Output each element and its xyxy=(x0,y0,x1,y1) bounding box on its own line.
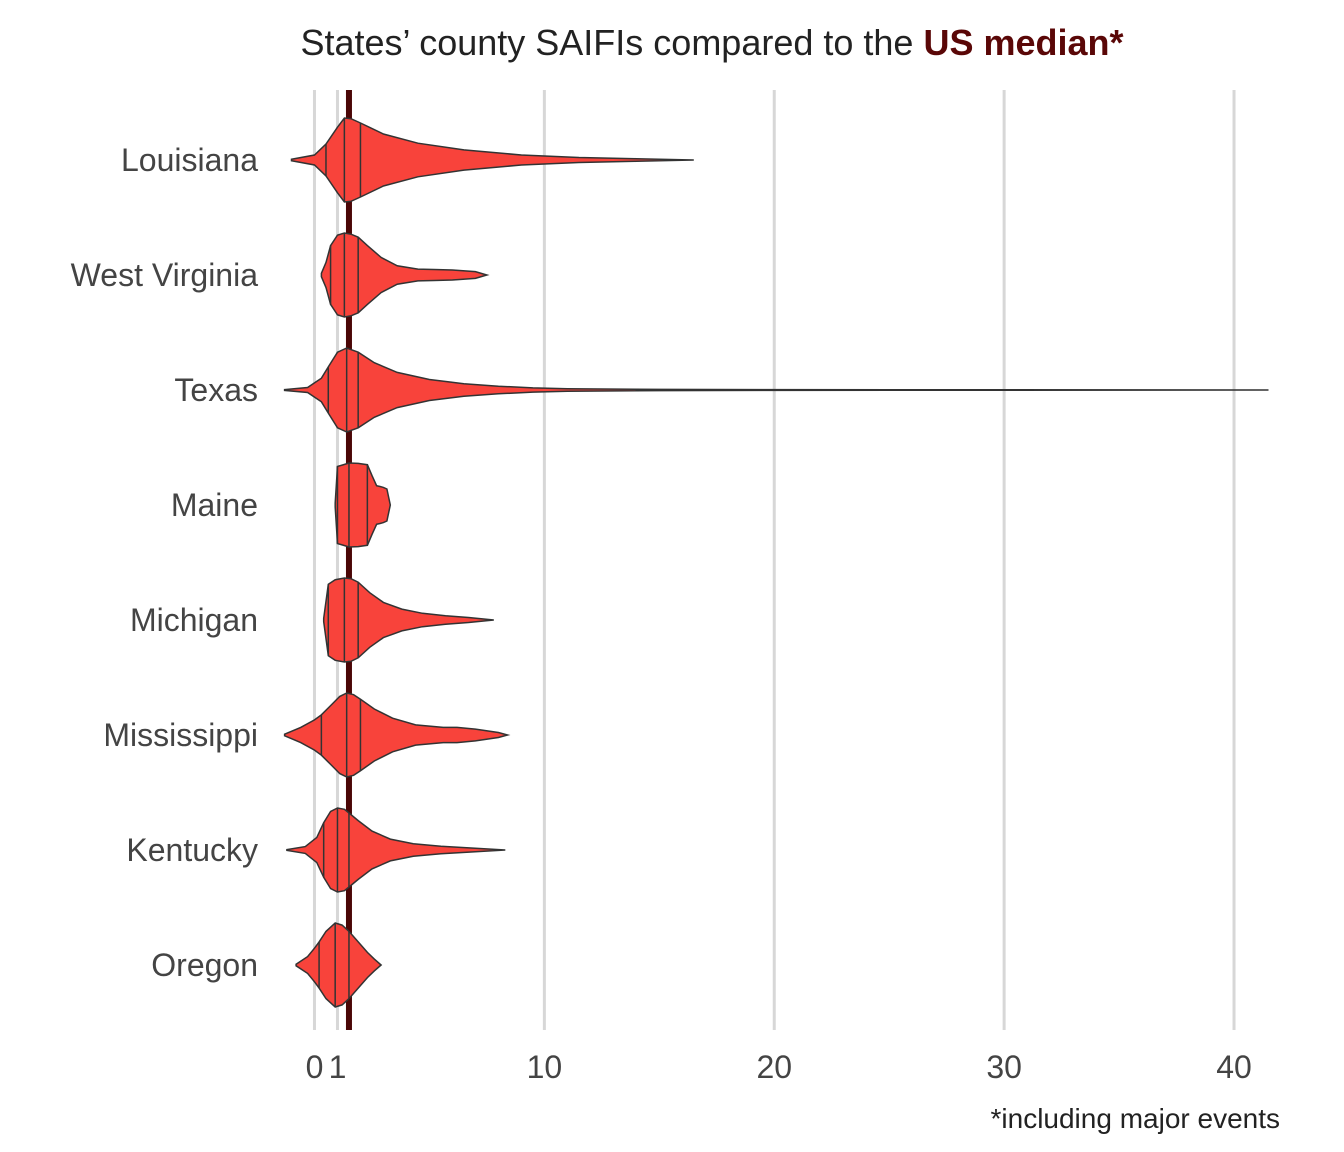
saifi-violin-chart: Louisiana West Virginia Texas Maine Michigan… xyxy=(0,0,1344,1152)
chart-title: States’ county SAIFIs compared to the US… xyxy=(300,22,1123,63)
y-axis-label: Kentucky xyxy=(126,832,258,868)
x-axis-tick-label: 20 xyxy=(756,1049,792,1085)
y-axis-label: Oregon xyxy=(151,947,258,983)
x-axis-tick-label: 1 xyxy=(329,1049,347,1085)
footnote: *including major events xyxy=(991,1103,1281,1134)
y-axis-label: Maine xyxy=(171,487,258,523)
x-axis-tick-label: 10 xyxy=(527,1049,563,1085)
chart-title-emph: US median* xyxy=(923,22,1123,63)
x-axis-tick-label: 40 xyxy=(1216,1049,1252,1085)
x-axis-tick-label: 30 xyxy=(986,1049,1022,1085)
y-axis-label: West Virginia xyxy=(71,257,259,293)
y-axis-label: Texas xyxy=(174,372,258,408)
y-axis-label: Mississippi xyxy=(103,717,258,753)
y-axis-label: Michigan xyxy=(130,602,258,638)
chart-title-prefix: States’ county SAIFIs compared to the xyxy=(300,22,923,63)
y-axis-label: Louisiana xyxy=(121,142,258,178)
x-axis-tick-label: 0 xyxy=(306,1049,324,1085)
